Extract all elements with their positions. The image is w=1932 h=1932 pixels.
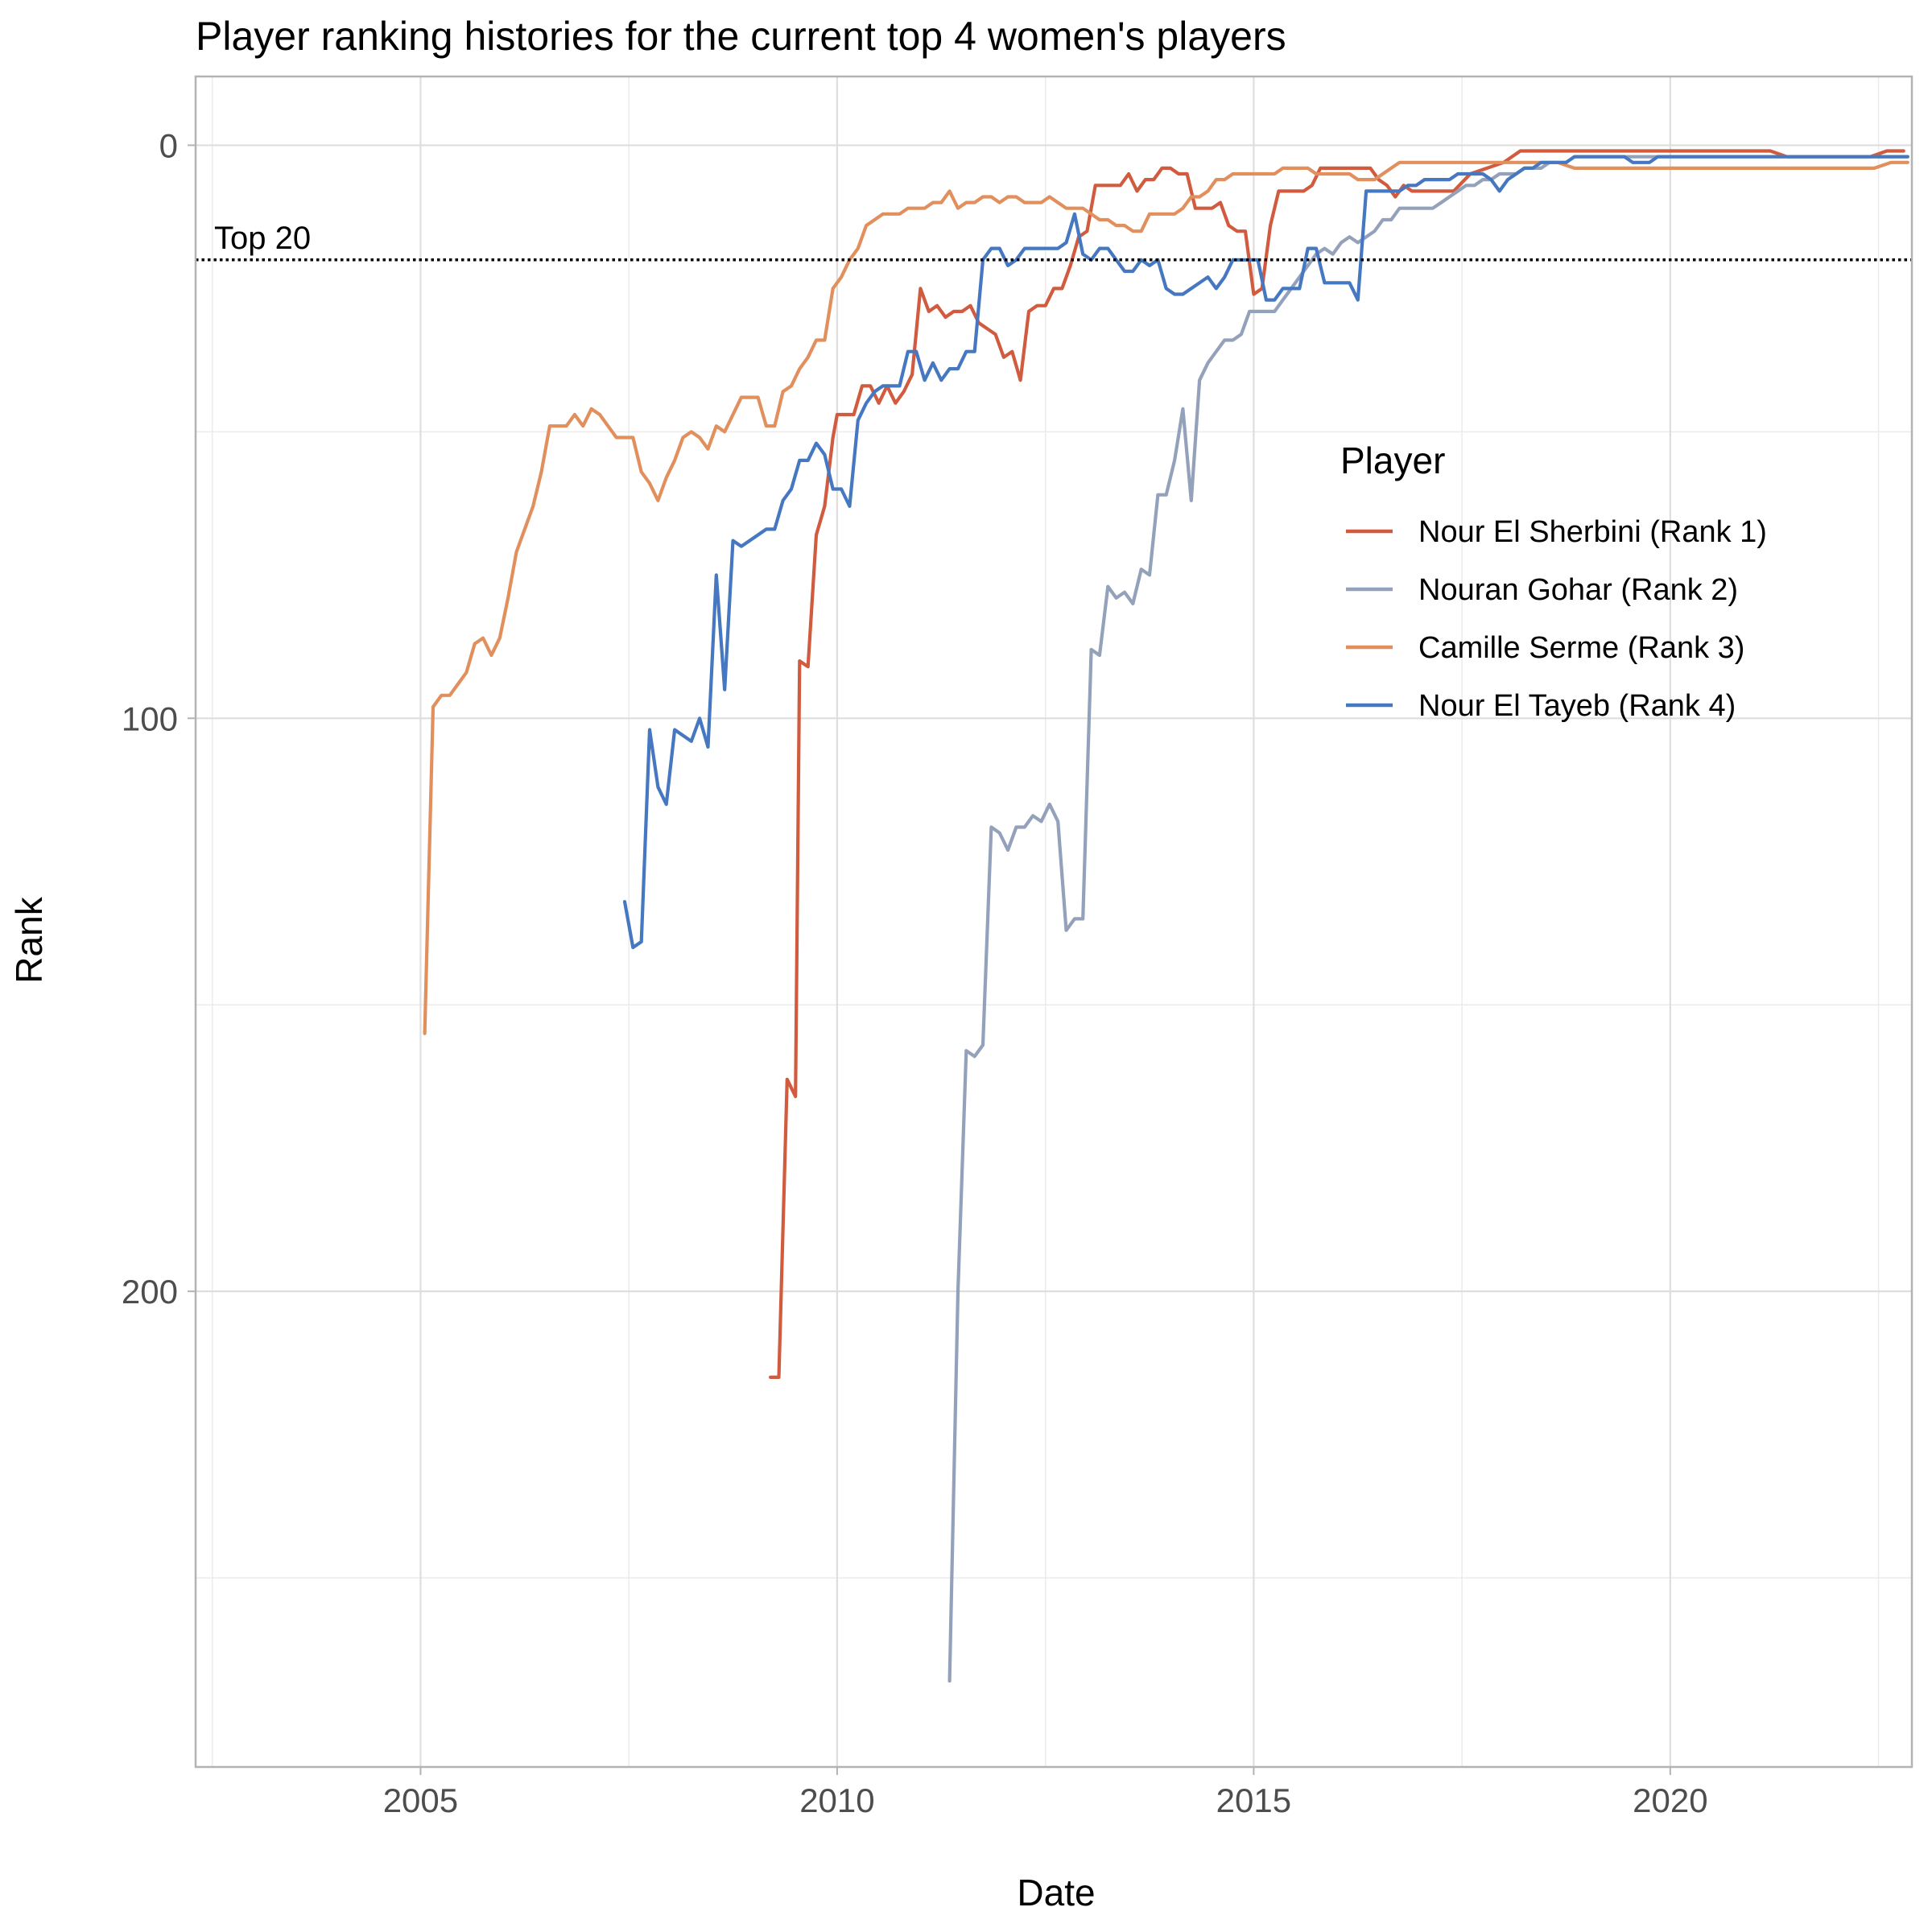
x-axis: 2005 2010 2015 2020 bbox=[383, 1767, 1708, 1819]
top20-label: Top 20 bbox=[214, 221, 311, 256]
reference-layer: Top 20 bbox=[196, 221, 1912, 262]
series-line-1 bbox=[769, 149, 1905, 1379]
panel-border bbox=[194, 75, 1913, 1769]
legend: Player Nour El Sherbini (Rank 1) Nouran G… bbox=[1340, 440, 1767, 723]
y-axis: 0 100 200 bbox=[122, 126, 196, 1311]
chart-title: Player ranking histories for the current… bbox=[196, 14, 1286, 59]
y-tick-label: 0 bbox=[159, 126, 178, 164]
plot-area: Top 20 bbox=[194, 75, 1913, 1769]
series-line-3 bbox=[423, 160, 1909, 1035]
x-tick-label: 2015 bbox=[1216, 1781, 1291, 1819]
legend-title: Player bbox=[1340, 440, 1445, 481]
panel-background bbox=[196, 76, 1912, 1767]
legend-label-4: Nour El Tayeb (Rank 4) bbox=[1418, 689, 1736, 723]
y-tick-label: 200 bbox=[122, 1273, 178, 1311]
y-tick-label: 100 bbox=[122, 700, 178, 737]
x-axis-label: Date bbox=[1017, 1872, 1095, 1913]
series-layer bbox=[423, 149, 1909, 1683]
x-tick-label: 2005 bbox=[383, 1781, 458, 1819]
series-line-4 bbox=[622, 155, 1909, 950]
x-tick-label: 2020 bbox=[1633, 1781, 1707, 1819]
legend-label-2: Nouran Gohar (Rank 2) bbox=[1418, 573, 1738, 607]
y-axis-label: Rank bbox=[8, 896, 50, 983]
series-line-2 bbox=[947, 155, 1909, 1683]
grid-major bbox=[196, 76, 1912, 1767]
legend-label-3: Camille Serme (Rank 3) bbox=[1418, 631, 1744, 665]
x-tick-label: 2010 bbox=[799, 1781, 874, 1819]
legend-label-1: Nour El Sherbini (Rank 1) bbox=[1418, 515, 1767, 549]
